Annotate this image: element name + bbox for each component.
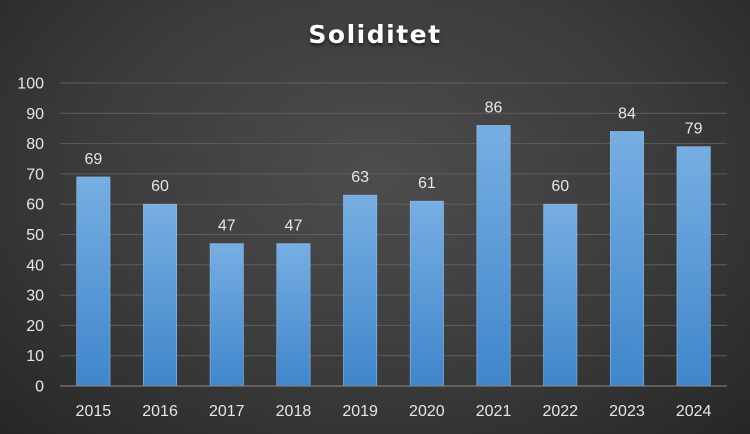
y-tick-label: 20: [26, 318, 44, 335]
x-tick-label: 2020: [409, 403, 445, 420]
y-tick-label: 70: [26, 166, 44, 183]
bar-2017: [209, 243, 244, 387]
data-label: 47: [285, 218, 303, 235]
y-tick-label: 50: [26, 227, 44, 244]
y-tick-label: 80: [26, 136, 44, 153]
x-tick-label: 2017: [209, 403, 245, 420]
x-tick-label: 2016: [142, 403, 178, 420]
bar-2018: [276, 243, 311, 387]
y-tick-label: 90: [26, 106, 44, 123]
bar-2023: [609, 131, 644, 387]
bar-2019: [343, 194, 378, 387]
data-label: 69: [84, 151, 102, 168]
x-tick-label: 2022: [542, 403, 578, 420]
bars: [76, 125, 711, 387]
chart-title: Soliditet: [308, 20, 442, 49]
bar-2024: [676, 146, 711, 387]
y-tick-label: 30: [26, 288, 44, 305]
data-label: 79: [685, 121, 703, 138]
x-tick-label: 2019: [342, 403, 378, 420]
bar-2021: [476, 125, 511, 387]
data-label: 84: [618, 105, 636, 122]
bar-2022: [543, 203, 578, 387]
y-tick-label: 10: [26, 348, 44, 365]
x-tick-label: 2024: [676, 403, 712, 420]
data-label: 47: [218, 218, 236, 235]
x-tick-label: 2023: [609, 403, 645, 420]
data-label: 60: [551, 178, 569, 195]
y-tick-label: 100: [17, 76, 44, 93]
bar-2020: [409, 200, 444, 387]
x-tick-label: 2021: [476, 403, 512, 420]
data-label: 60: [151, 178, 169, 195]
data-label: 63: [351, 169, 369, 186]
labels: 0 10 20 30 40 50 60 70 80 90 100 69 2015 60 2016 47 2017…: [17, 76, 711, 421]
x-tick-label: 2018: [276, 403, 312, 420]
bar-2015: [76, 176, 111, 387]
y-tick-label: 0: [35, 379, 44, 396]
data-label: 61: [418, 175, 436, 192]
data-label: 86: [485, 99, 503, 116]
x-tick-label: 2015: [76, 403, 112, 420]
bar-2016: [143, 203, 178, 387]
y-tick-label: 60: [26, 197, 44, 214]
y-tick-label: 40: [26, 257, 44, 274]
